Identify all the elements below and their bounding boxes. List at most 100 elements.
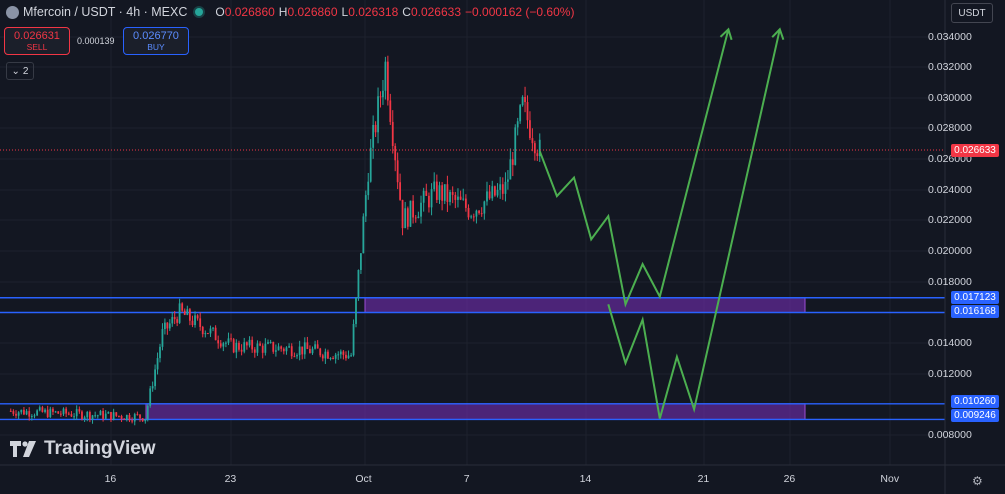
candle-body [225,342,227,344]
candle-body [384,61,387,91]
candle-body [288,346,290,348]
candle-body [230,338,232,340]
candle-body [219,343,222,347]
gear-icon[interactable]: ⚙ [972,474,983,488]
candle-body [83,417,86,420]
candle-body [488,191,491,199]
candle-body [206,333,209,335]
price-tick-label: 0.008000 [928,429,972,441]
time-tick-label: 21 [697,473,710,485]
candle-body [406,208,409,227]
candle-body [360,253,362,270]
candle-body [54,411,57,413]
indicators-toggle-button[interactable]: ⌄ 2 [6,62,34,80]
candle-body [154,369,156,387]
candle-body [41,407,44,412]
candle-body [357,269,360,298]
candle-body [347,355,350,359]
candle-body [86,412,89,418]
candle-body [472,216,475,218]
candle-body [277,346,280,351]
candle-body [214,327,217,341]
indicators-count: 2 [22,65,29,77]
candle-body [212,327,214,329]
candle-body [166,322,169,329]
price-tick-label: 0.028000 [928,122,972,134]
candle-body [438,185,441,200]
candle-body [493,186,496,196]
candle-body [441,185,444,201]
candle-body [409,200,412,227]
candle-body [514,127,517,165]
candle-body [379,96,382,98]
price-tick-label: 0.024000 [928,184,972,196]
support-zones [0,297,945,421]
candle-body [110,412,112,420]
candle-body [337,354,340,356]
time-tick-label: Oct [355,473,372,485]
candle-body [123,418,126,420]
coin-logo-icon [6,5,19,19]
sell-button[interactable]: 0.026631 SELL [4,27,70,55]
zone1-bottom-tag: 0.016168 [951,305,999,318]
candle-body [186,309,189,315]
candle-body [188,309,191,321]
open-value: 0.026860 [224,5,275,19]
tradingview-wordmark: TradingView [44,438,156,459]
candle-body [301,346,304,355]
candle-body [511,159,514,165]
candle-body [159,346,161,359]
buy-button[interactable]: 0.026770 BUY [123,27,189,55]
candle-body [425,190,428,196]
candle-body [217,340,220,344]
candle-body [191,320,194,326]
candle-body [261,345,264,353]
currency-selector[interactable]: USDT [951,3,993,23]
candle-body [369,147,372,182]
candle-body [345,354,347,359]
candle-body [99,410,102,416]
candle-body [399,182,401,200]
candle-body [38,407,41,411]
sell-label: SELL [26,42,48,52]
candle-body [75,409,78,417]
price-tick-label: 0.020000 [928,245,972,257]
zone2-bottom-tag: 0.009246 [951,409,999,422]
candle-body [178,303,181,323]
candle-body [531,138,534,144]
candle-body [355,297,357,324]
zone-box-2 [145,403,806,420]
candle-body [78,409,81,412]
candle-body [454,194,457,200]
symbol-title[interactable]: Mfercoin / USDT · 4h · MEXC [23,5,188,19]
candle-body [533,143,536,154]
candle-body [149,388,152,406]
candle-body [91,415,94,420]
candle-body [478,210,480,214]
tradingview-logo[interactable]: TradingView [10,438,156,460]
time-tick-label: 26 [783,473,796,485]
candle-body [161,329,164,347]
candle-body [296,355,298,357]
candle-body [118,415,120,417]
price-tick-label: 0.018000 [928,276,972,288]
candle-body [144,419,147,422]
candle-body [526,102,529,121]
candle-body [173,317,176,320]
zone2-top-tag: 0.010260 [951,395,999,408]
candle-body [112,412,115,420]
grid [0,0,945,465]
candle-body [269,341,272,343]
time-tick-label: 14 [579,473,592,485]
candle-body [329,358,332,360]
candle-body [146,405,149,420]
candle-body [133,414,136,422]
candle-body [309,348,311,354]
candle-body [201,326,204,335]
candle-body [420,202,422,217]
candle-body [316,344,319,349]
candle-body [240,349,243,352]
